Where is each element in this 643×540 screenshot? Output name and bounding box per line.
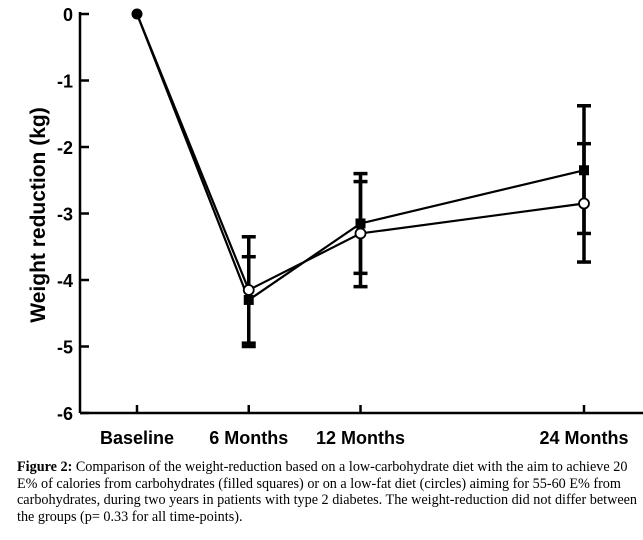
- series-line-low-fat: [135, 13, 585, 292]
- y-tick-label: -2: [57, 138, 73, 158]
- x-tick-label: 12 Months: [316, 428, 405, 448]
- caption-text: Comparison of the weight-reduction based…: [17, 459, 638, 525]
- y-tick-label: -4: [57, 271, 73, 291]
- series-lines: [135, 13, 585, 302]
- y-tick-label: 0: [63, 5, 73, 25]
- caption-label: Figure 2:: [17, 459, 73, 475]
- weight-reduction-chart: 0 -1 -2 -3 -4 -5 -6 Baseline 6 Months 12 Months 2…: [27, 5, 643, 448]
- series-markers: [131, 8, 590, 305]
- figure-caption: Figure 2: Comparison of the weight-reduc…: [17, 459, 637, 525]
- x-tick-label: Baseline: [100, 428, 174, 448]
- data-point-square: [243, 294, 254, 305]
- data-point-circle: [354, 227, 367, 240]
- baseline-marker: [131, 8, 143, 20]
- x-tick-label: 24 Months: [539, 428, 628, 448]
- y-axis-label: Weight reduction (kg): [27, 107, 50, 322]
- y-tick-label: -6: [57, 404, 73, 424]
- y-tick-label: -1: [57, 72, 73, 92]
- y-tick-label: -5: [57, 338, 73, 358]
- data-point-square: [579, 165, 589, 176]
- y-axis-ticks: 0 -1 -2 -3 -4 -5 -6: [57, 5, 89, 424]
- y-tick-label: -3: [57, 205, 73, 225]
- data-point-square: [355, 218, 366, 229]
- data-point-circle: [578, 197, 590, 210]
- x-tick-label: 6 Months: [209, 428, 288, 448]
- x-axis-ticks: Baseline 6 Months 12 Months 24 Months: [100, 405, 629, 448]
- data-point-circle: [242, 284, 255, 296]
